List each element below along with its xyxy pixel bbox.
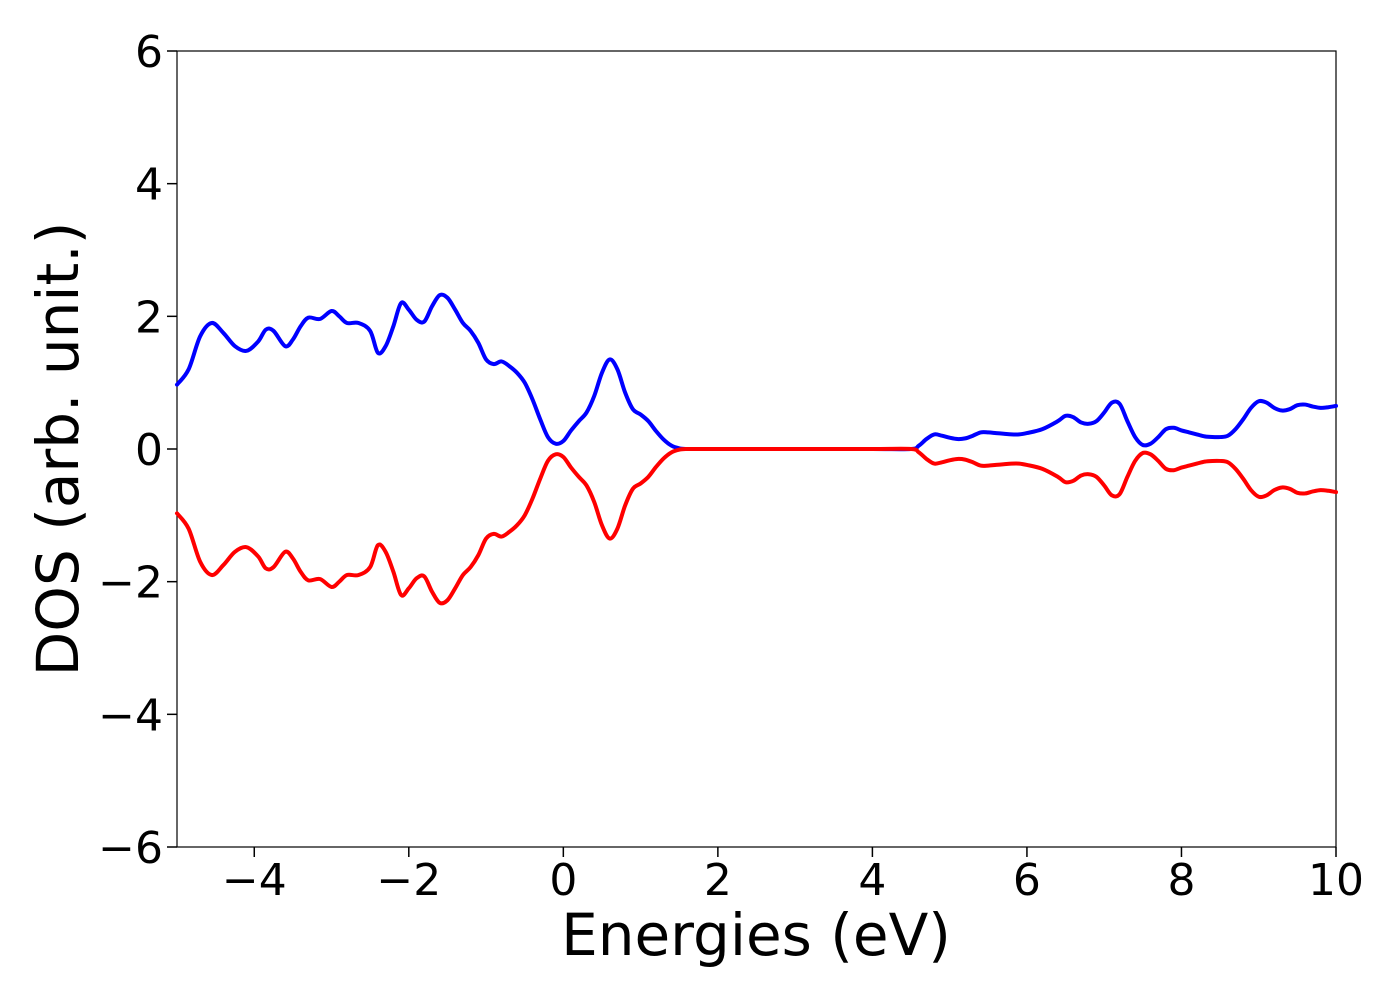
y-axis-label: DOS (arb. unit.) — [24, 222, 92, 677]
x-tick-label: 4 — [858, 855, 886, 906]
y-tick-label: 2 — [135, 292, 163, 343]
y-tick-label: −4 — [98, 690, 163, 741]
x-axis-ticks: −4 −2 0 2 4 6 8 10 — [222, 847, 1364, 906]
x-tick-label: 10 — [1308, 855, 1364, 906]
y-tick-label: 0 — [135, 425, 163, 476]
spin-up-dos-line — [175, 292, 1338, 452]
y-tick-label: 6 — [135, 27, 163, 78]
x-tick-label: 2 — [704, 855, 732, 906]
x-tick-label: 0 — [549, 855, 577, 906]
spin-down-dos-line — [175, 446, 1338, 606]
y-tick-label: −2 — [98, 558, 163, 609]
y-tick-label: −6 — [98, 823, 163, 874]
x-tick-label: −2 — [376, 855, 441, 906]
y-tick-label: 4 — [135, 160, 163, 211]
x-tick-label: −4 — [222, 855, 287, 906]
x-tick-label: 8 — [1167, 855, 1195, 906]
series-layer — [175, 292, 1338, 606]
x-tick-label: 6 — [1013, 855, 1041, 906]
x-axis-label: Energies (eV) — [561, 901, 951, 969]
y-axis-ticks: −6 −4 −2 0 2 4 6 — [98, 27, 177, 874]
